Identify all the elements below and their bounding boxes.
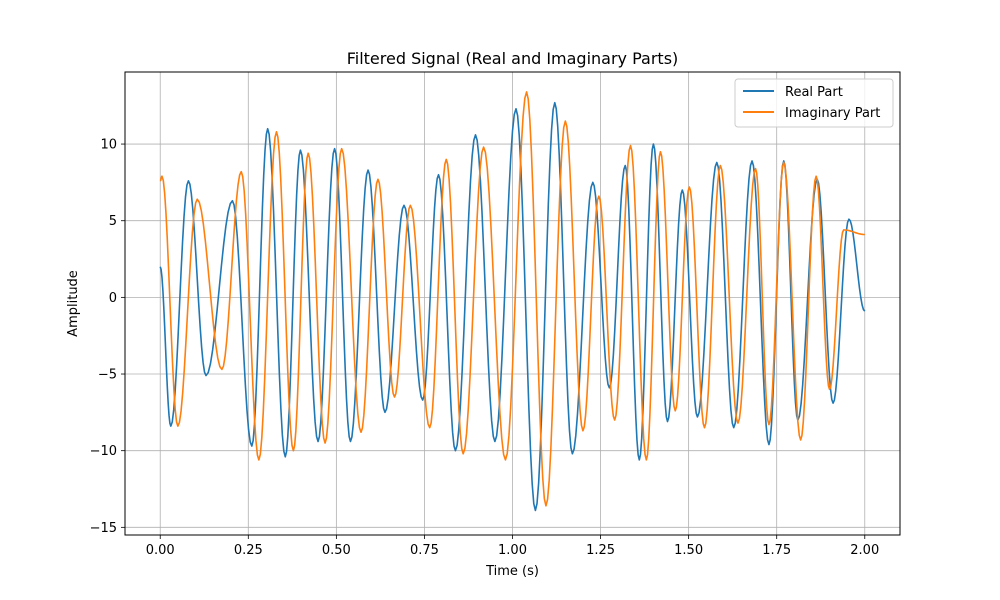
- y-tick-label: 10: [100, 138, 117, 153]
- x-tick-label: 1.75: [762, 543, 791, 558]
- y-tick-label: −15: [90, 521, 117, 536]
- y-tick-label: −5: [98, 368, 117, 383]
- x-tick-label: 0.75: [410, 543, 439, 558]
- series-line-imaginary-part: [159, 91, 865, 507]
- legend-box: [734, 78, 894, 128]
- legend-label-imaginary: Imaginary Part: [785, 106, 880, 121]
- y-tick-label: 0: [109, 291, 117, 306]
- series-layer: [159, 91, 866, 512]
- x-tick-label: 2.00: [850, 543, 879, 558]
- ticks: 0.00 0.25 0.50 0.75 1.00 1.25 1.50 1.75 2.00 −15 −…: [90, 138, 880, 558]
- x-axis-label: Time (s): [485, 564, 539, 579]
- y-tick-label: 5: [109, 214, 117, 229]
- x-tick-label: 1.50: [674, 543, 703, 558]
- x-tick-label: 0.50: [322, 543, 351, 558]
- x-tick-label: 1.00: [498, 543, 527, 558]
- legend-label-real: Real Part: [785, 85, 843, 100]
- y-tick-label: −10: [90, 444, 117, 459]
- x-tick-label: 1.25: [586, 543, 615, 558]
- series-line-real-part: [159, 101, 866, 512]
- y-axis-label: Amplitude: [66, 270, 81, 337]
- chart-title: Filtered Signal (Real and Imaginary Part…: [347, 49, 679, 68]
- x-tick-label: 0.25: [234, 543, 263, 558]
- legend: Real Part Imaginary Part: [734, 78, 894, 128]
- grid: [125, 72, 900, 535]
- x-tick-label: 0.00: [146, 543, 175, 558]
